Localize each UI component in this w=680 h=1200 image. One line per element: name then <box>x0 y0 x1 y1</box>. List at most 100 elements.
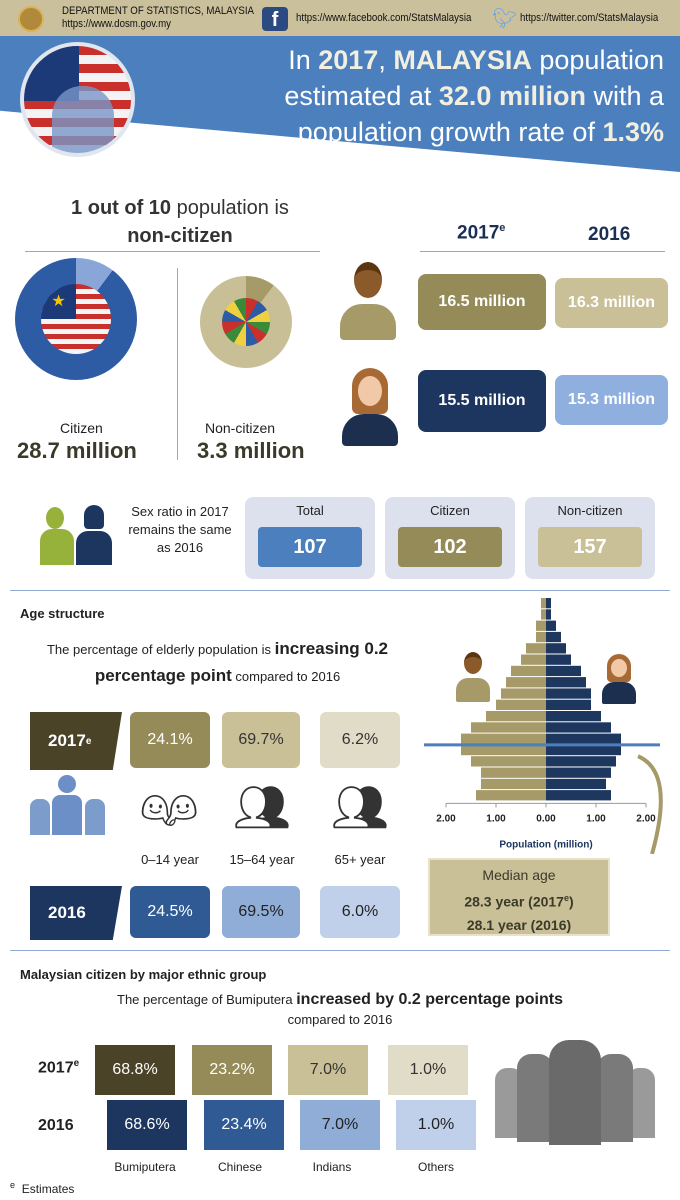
age-structure-title: Age structure <box>20 606 105 621</box>
pyramid-tick-label: 2.00 <box>436 813 456 824</box>
pyramid-bar-male <box>471 722 546 733</box>
citizen-value: 28.7 million <box>17 438 137 463</box>
age-2017-65plus: 6.2% <box>320 712 400 768</box>
ethnic-2017-chinese: 23.2% <box>192 1045 272 1095</box>
pyramid-bar-male <box>486 711 546 722</box>
ethnic-2016-bumiputera: 68.6% <box>107 1100 187 1150</box>
header-bar: DEPARTMENT OF STATISTICS, MALAYSIA https… <box>0 0 680 36</box>
sex-ratio-citizen-panel: Citizen 102 <box>385 497 515 579</box>
sex-ratio-noncitizen-value: 157 <box>538 527 642 567</box>
ethnic-label-others: Others <box>417 1160 454 1174</box>
elderly-icon: 👥︎ <box>330 780 390 834</box>
noncitizen-label: Non-citizen <box>205 420 276 436</box>
sex-ratio-citizen-value: 102 <box>398 527 502 567</box>
ethnic-sentence: The percentage of Bumiputera increased b… <box>117 991 563 1027</box>
malaysia-people-logo <box>20 42 135 157</box>
male-2016-bubble: 16.3 million <box>555 278 668 328</box>
pyramid-bar-male <box>481 767 546 778</box>
pyramid-bar-male <box>461 733 546 744</box>
twitter-icon[interactable]: 🐦︎ <box>492 8 518 30</box>
pyramid-bar-female <box>546 733 621 744</box>
ethnic-label-bumiputera: Bumiputera <box>114 1160 176 1174</box>
adults-icon: 👥︎ <box>232 780 292 834</box>
org-website-link[interactable]: https://www.dosm.gov.my <box>62 18 172 30</box>
pyramid-bar-male <box>541 609 546 620</box>
age-group-0-14: 0–14 year <box>141 852 199 867</box>
ethnic-2017-indians: 7.0% <box>288 1045 368 1095</box>
facebook-icon[interactable]: f <box>262 7 288 31</box>
facebook-link[interactable]: https://www.facebook.com/StatsMalaysia <box>296 12 472 24</box>
pyramid-bar-female <box>546 654 571 665</box>
pyramid-bar-male <box>476 790 546 801</box>
population-pyramid-chart: 2.00 1.00 0.00 1.00 2.00 Population (million) <box>424 598 663 854</box>
pyramid-bar-female <box>546 665 581 677</box>
footnote: e Estimates <box>10 1180 75 1196</box>
pyramid-bar-male <box>526 643 546 654</box>
pyramid-bar-female <box>546 699 591 710</box>
pyramid-bar-female <box>546 744 621 756</box>
pyramid-bar-female <box>546 631 561 643</box>
male-2017-bubble: 16.5 million <box>418 274 546 330</box>
coat-of-arms-logo <box>18 6 44 32</box>
pyramid-tick-label: 1.00 <box>486 813 506 824</box>
pyramid-bar-male <box>541 598 546 609</box>
ethnic-label-indians: Indians <box>312 1160 352 1174</box>
pyramid-tick-label: 2.00 <box>636 813 656 824</box>
ethnic-2017-bumiputera: 68.8% <box>95 1045 175 1095</box>
age-2017-15-64: 69.7% <box>222 712 300 768</box>
pyramid-bar-female <box>546 778 606 790</box>
citizenship-title: 1 out of 10 population is non-citizen <box>71 197 289 247</box>
world-flags-icon <box>222 298 270 346</box>
citizen-donut-chart: ★ <box>15 258 137 380</box>
org-name: DEPARTMENT OF STATISTICS, MALAYSIA <box>62 5 255 17</box>
sex-ratio-noncitizen-panel: Non-citizen 157 <box>525 497 655 579</box>
pyramid-bar-female <box>546 609 551 620</box>
pyramid-bar-female <box>546 677 586 688</box>
age-sentence: The percentage of elderly population is … <box>46 639 389 685</box>
age-group-65plus: 65+ year <box>334 852 386 867</box>
ethnic-2017-label: 2017e <box>38 1058 80 1077</box>
pyramid-bar-male <box>481 778 546 790</box>
age-group-15-64: 15–64 year <box>229 852 295 867</box>
pyramid-male-icon <box>456 652 490 702</box>
male-icon <box>340 262 396 340</box>
age-2016-15-64: 69.5% <box>222 886 300 938</box>
sex-ratio-people-icon <box>40 505 112 565</box>
crowd-icon <box>495 1040 655 1145</box>
pyramid-bar-female <box>546 643 566 654</box>
pyramid-x-axis-title: Population (million) <box>499 839 592 850</box>
pyramid-bar-female <box>546 688 591 699</box>
pyramid-female-icon <box>602 654 636 704</box>
median-age-box: Median age 28.3 year (2017e) 28.1 year (… <box>428 858 610 936</box>
twitter-link[interactable]: https://twitter.com/StatsMalaysia <box>520 12 659 24</box>
pyramid-tick-label: 1.00 <box>586 813 606 824</box>
median-age-arrow <box>637 754 663 854</box>
ethnic-2016-others: 1.0% <box>396 1100 476 1150</box>
ethnic-label-chinese: Chinese <box>217 1160 263 1174</box>
year-2016-heading: 2016 <box>588 224 631 245</box>
pyramid-bar-male <box>496 699 546 710</box>
ethnic-2016-indians: 7.0% <box>300 1100 380 1150</box>
family-cheering-icon <box>30 775 105 835</box>
pyramid-tick-label: 0.00 <box>536 813 556 824</box>
sex-ratio-total-value: 107 <box>258 527 362 567</box>
pyramid-bar-male <box>536 620 546 631</box>
noncitizen-donut-chart <box>200 276 292 368</box>
pyramid-bar-male <box>536 631 546 643</box>
age-2017-label: 2017 e <box>30 712 122 770</box>
citizen-label: Citizen <box>60 420 103 436</box>
female-icon <box>342 368 398 446</box>
age-2016-label: 2016 <box>30 886 122 940</box>
pyramid-bar-male <box>506 677 546 688</box>
pyramid-bar-female <box>546 722 611 733</box>
pyramid-bar-male <box>501 688 546 699</box>
age-2017-0-14: 24.1% <box>130 712 210 768</box>
age-2016-0-14: 24.5% <box>130 886 210 938</box>
pyramid-bar-male <box>461 744 546 756</box>
pyramid-bar-female <box>546 598 551 609</box>
pyramid-bar-male <box>511 665 546 677</box>
female-2017-bubble: 15.5 million <box>418 370 546 432</box>
pyramid-bar-female <box>546 711 601 722</box>
age-2016-65plus: 6.0% <box>320 886 400 938</box>
noncitizen-value: 3.3 million <box>197 438 305 463</box>
